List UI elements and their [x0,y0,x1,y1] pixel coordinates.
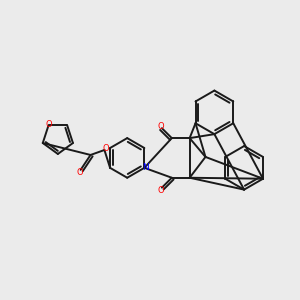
Text: O: O [76,168,83,177]
Text: O: O [46,120,52,129]
Text: O: O [102,144,109,153]
Text: O: O [158,122,164,131]
Text: N: N [142,163,149,172]
Text: O: O [158,186,164,195]
